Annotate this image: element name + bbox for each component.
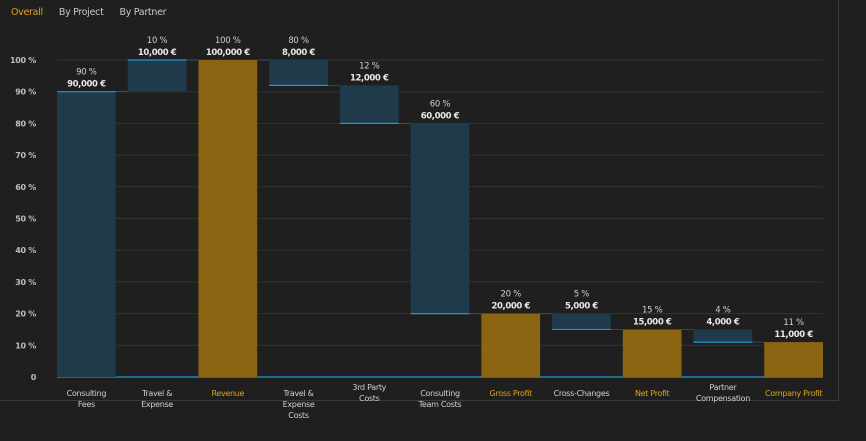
pct-label: 10 % bbox=[147, 36, 168, 46]
bar bbox=[339, 85, 399, 124]
y-tick-label: 80 % bbox=[15, 119, 36, 128]
x-tick-label: 3rd Party bbox=[352, 383, 386, 392]
y-axis: 0 10 % 20 % 30 % 40 % 50 % 60 % 70 % 80 % 90 % 100… bbox=[10, 56, 37, 382]
data-labels: 90 % 90,000 € 10 % 10,000 € 100 % 100,000 € 80… bbox=[67, 36, 814, 340]
x-tick-label: Revenue bbox=[211, 389, 244, 398]
y-tick-label: 0 bbox=[31, 373, 37, 382]
y-tick-label: 90 % bbox=[15, 88, 36, 97]
amount-label: 100,000 € bbox=[206, 48, 250, 58]
x-tick-label: Partner bbox=[709, 383, 737, 392]
tab-overall[interactable]: Overall bbox=[11, 7, 43, 18]
x-tick-label: Consulting bbox=[420, 389, 460, 398]
tab-by-partner[interactable]: By Partner bbox=[119, 7, 167, 18]
amount-label: 90,000 € bbox=[67, 80, 106, 90]
pct-label: 11 % bbox=[783, 318, 804, 328]
pct-label: 100 % bbox=[215, 36, 241, 46]
bar bbox=[57, 91, 116, 377]
pct-label: 80 % bbox=[288, 36, 309, 46]
y-tick-label: 40 % bbox=[15, 246, 36, 255]
bar bbox=[198, 60, 258, 377]
pct-label: 4 % bbox=[715, 305, 731, 315]
amount-label: 60,000 € bbox=[421, 111, 460, 121]
bar bbox=[622, 329, 682, 377]
y-tick-label: 60 % bbox=[15, 183, 36, 192]
x-tick-label: Costs bbox=[359, 394, 380, 403]
tab-by-project[interactable]: By Project bbox=[58, 7, 104, 18]
view-tabs: Overall By Project By Partner bbox=[11, 7, 167, 18]
y-tick-label: 30 % bbox=[15, 278, 36, 287]
x-tick-label: Net Profit bbox=[635, 389, 670, 398]
x-tick-label: Gross Profit bbox=[490, 389, 533, 398]
x-tick-label: Cross-Changes bbox=[554, 389, 610, 398]
pct-label: 60 % bbox=[430, 99, 451, 109]
x-tick-label: Expense bbox=[283, 400, 315, 409]
bar bbox=[693, 329, 753, 343]
pct-label: 5 % bbox=[574, 290, 590, 300]
amount-label: 20,000 € bbox=[491, 302, 530, 312]
x-tick-label: Fees bbox=[78, 400, 95, 409]
bar bbox=[764, 342, 823, 377]
x-tick-label: Team Costs bbox=[418, 400, 462, 409]
amount-label: 8,000 € bbox=[282, 48, 315, 58]
amount-label: 11,000 € bbox=[774, 330, 813, 340]
bar bbox=[552, 313, 611, 330]
amount-label: 10,000 € bbox=[138, 48, 177, 58]
x-tick-label: Travel & bbox=[282, 389, 313, 398]
x-tick-label: Travel & bbox=[141, 389, 172, 398]
bar bbox=[410, 123, 470, 314]
bar bbox=[269, 60, 328, 86]
x-tick-label: Expense bbox=[141, 400, 173, 409]
panel-border-bottom bbox=[0, 400, 839, 401]
bars bbox=[57, 59, 823, 377]
x-tick-label: Company Profit bbox=[765, 389, 822, 398]
y-tick-label: 50 % bbox=[15, 215, 36, 224]
pct-label: 15 % bbox=[642, 305, 663, 315]
panel-border-right bbox=[838, 0, 839, 401]
amount-label: 12,000 € bbox=[350, 73, 389, 83]
y-tick-label: 20 % bbox=[15, 310, 36, 319]
x-tick-label: Compensation bbox=[696, 394, 750, 403]
x-axis: Consulting Fees Travel & Expense Revenue Trav… bbox=[67, 383, 823, 420]
bar bbox=[481, 313, 541, 377]
pct-label: 90 % bbox=[76, 68, 97, 78]
y-tick-label: 70 % bbox=[15, 151, 36, 160]
x-tick-label: Consulting bbox=[67, 389, 107, 398]
x-tick-label: Costs bbox=[288, 411, 309, 420]
pct-label: 20 % bbox=[501, 290, 522, 300]
amount-label: 15,000 € bbox=[633, 317, 672, 327]
amount-label: 4,000 € bbox=[706, 317, 739, 327]
bar bbox=[127, 60, 187, 92]
y-tick-label: 10 % bbox=[15, 341, 36, 350]
y-tick-label: 100 % bbox=[10, 56, 36, 65]
amount-label: 5,000 € bbox=[565, 302, 598, 312]
pct-label: 12 % bbox=[359, 61, 380, 71]
